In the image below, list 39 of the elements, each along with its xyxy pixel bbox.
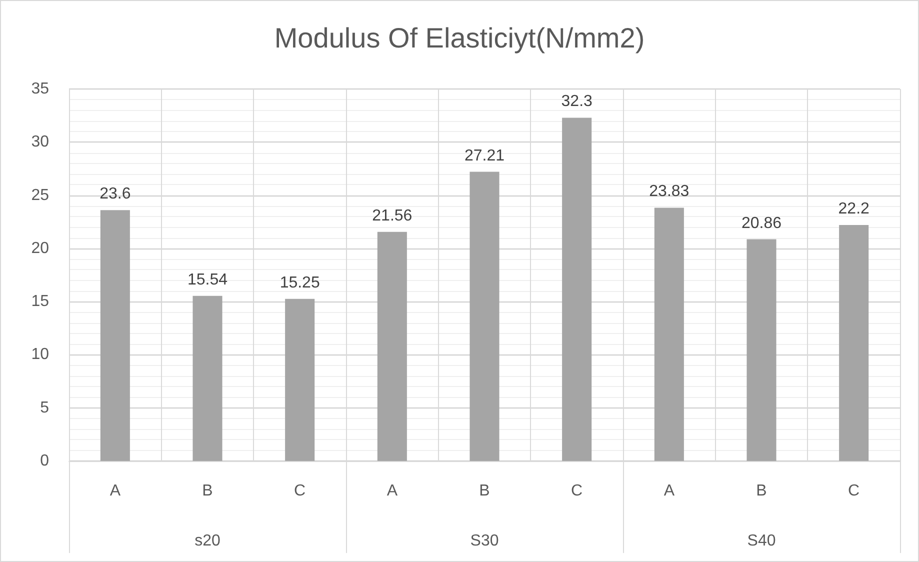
chart-title: Modulus Of Elasticiyt(N/mm2) bbox=[274, 22, 645, 54]
data-label: 21.56 bbox=[372, 207, 412, 224]
data-label: 27.21 bbox=[464, 147, 505, 164]
x-tick-label: C bbox=[571, 482, 583, 500]
y-tick-label: 30 bbox=[31, 134, 50, 151]
x-tick-label: C bbox=[294, 482, 306, 500]
x-tick-label: A bbox=[386, 482, 398, 500]
x-tick-label: A bbox=[110, 482, 121, 500]
bar bbox=[100, 210, 130, 461]
bar bbox=[746, 239, 776, 461]
bar bbox=[654, 208, 684, 461]
y-tick-label: 0 bbox=[40, 452, 50, 470]
x-tick-label: B bbox=[202, 482, 213, 500]
bar bbox=[470, 172, 500, 461]
bar bbox=[192, 296, 222, 461]
y-tick-label: 35 bbox=[31, 80, 50, 98]
text: s20 bbox=[194, 532, 220, 550]
data-label: 23.83 bbox=[649, 183, 690, 200]
text: S40 bbox=[747, 532, 776, 550]
data-label: 15.54 bbox=[187, 271, 228, 288]
data-label: 15.25 bbox=[280, 274, 320, 292]
x-tick-label: B bbox=[756, 482, 767, 500]
bar bbox=[839, 225, 869, 461]
bar bbox=[562, 118, 592, 461]
y-tick-label: 20 bbox=[31, 240, 50, 257]
bar bbox=[285, 298, 315, 461]
x-tick-label: B bbox=[479, 482, 490, 500]
bar bbox=[377, 232, 407, 461]
data-label: 20.86 bbox=[741, 214, 782, 232]
y-tick-label: 5 bbox=[40, 399, 50, 416]
x-tick-label: C bbox=[848, 482, 860, 500]
x-tick-label: A bbox=[664, 482, 675, 500]
y-tick-label: 25 bbox=[31, 186, 50, 204]
y-tick-label: 10 bbox=[31, 346, 50, 364]
data-label: 23.6 bbox=[100, 186, 131, 203]
text: S30 bbox=[470, 532, 499, 550]
data-label: 32.3 bbox=[561, 93, 593, 110]
data-label: 22.2 bbox=[838, 200, 870, 218]
y-tick-label: 15 bbox=[31, 293, 50, 310]
